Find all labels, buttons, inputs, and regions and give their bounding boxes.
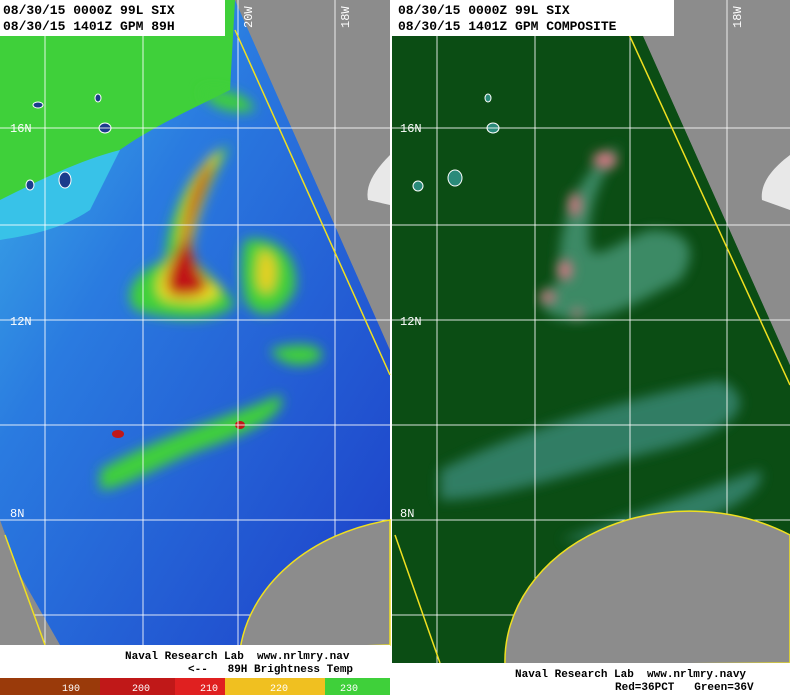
- left-panel: 16N 12N 8N 20W 18W 08/30/15 0000Z 99L SI…: [0, 0, 391, 695]
- footer-line: Naval Research Lab www.nrlmry.navy: [515, 669, 746, 681]
- right-panel: 16N 12N 8N 18W 08/30/15 0000Z 99L SIX 08…: [392, 0, 790, 695]
- header-line: 08/30/15 0000Z 99L SIX: [3, 3, 175, 18]
- footer-box: [392, 663, 790, 695]
- swath: [0, 0, 390, 645]
- lat-label: 16N: [400, 122, 422, 136]
- lon-label: 18W: [731, 6, 745, 28]
- colorbar-label: 220: [270, 684, 288, 695]
- footer-line: <-- 89H Brightness Temp: [188, 664, 353, 676]
- coastline: [761, 155, 790, 210]
- footer-box: [0, 645, 390, 678]
- header-line: 08/30/15 1401Z GPM COMPOSITE: [398, 19, 617, 34]
- swath-edge: [239, 519, 391, 651]
- header-box: [0, 0, 225, 36]
- header-box: [392, 0, 674, 36]
- footer-line: Naval Research Lab www.nrlmry.nav: [125, 651, 350, 663]
- swath-edge: [394, 534, 441, 664]
- swath-edge: [504, 510, 790, 666]
- coastline: [367, 155, 390, 205]
- lat-label: 8N: [10, 507, 24, 521]
- colorbar-label: 230: [340, 684, 358, 695]
- colorbar-label: 200: [132, 684, 150, 695]
- colorbar: [0, 678, 390, 695]
- lon-label: 20W: [242, 6, 256, 28]
- lat-label: 8N: [400, 507, 414, 521]
- lat-label: 16N: [10, 122, 32, 136]
- grid: [0, 0, 390, 645]
- swath-edge: [4, 534, 46, 646]
- swath-edge: [234, 29, 391, 376]
- footer-line: Red=36PCT Green=36V: [615, 682, 754, 694]
- colorbar-label: 190: [62, 684, 80, 695]
- swath: [392, 0, 790, 663]
- swath-edge: [626, 29, 790, 386]
- header-line: 08/30/15 1401Z GPM 89H: [3, 19, 175, 34]
- colorbar-label: 210: [200, 684, 218, 695]
- lat-label: 12N: [10, 315, 32, 329]
- lat-label: 12N: [400, 315, 422, 329]
- lon-label: 18W: [339, 6, 353, 28]
- header-line: 08/30/15 0000Z 99L SIX: [398, 3, 570, 18]
